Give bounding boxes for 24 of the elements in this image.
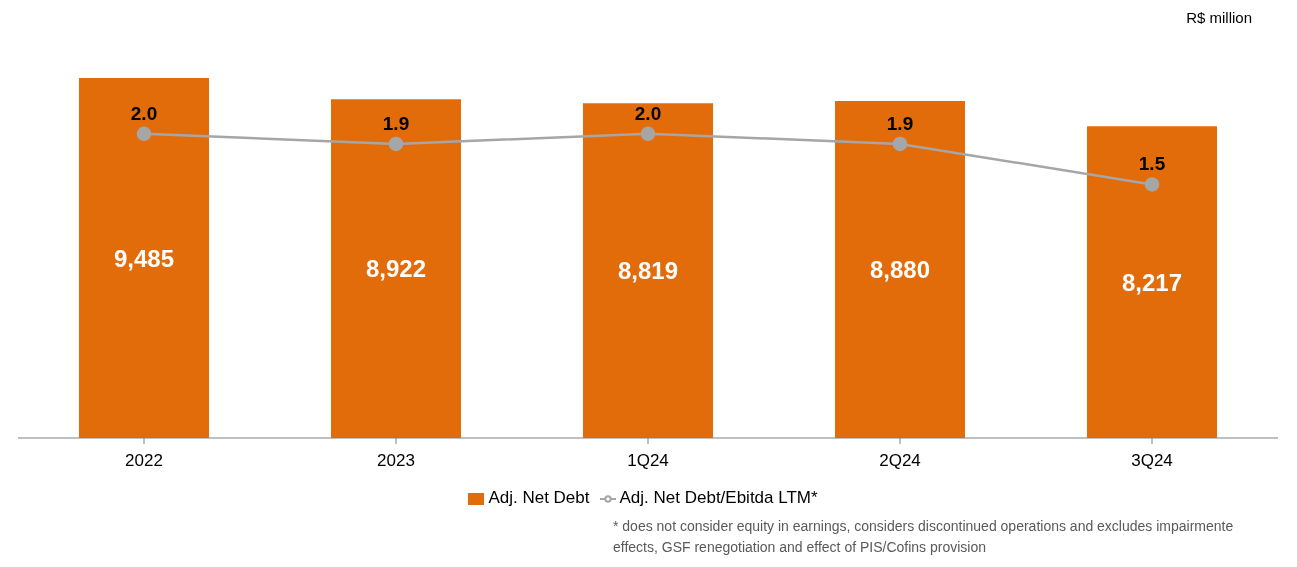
data-label: 8,880 [869,256,931,283]
data-label: 9,485 [113,244,175,272]
data-label: 8,922 [365,255,427,283]
legend-label: Adj. Net Debt [488,488,590,507]
legend-label: Adj. Net Debt/Ebitda LTM* [619,488,818,507]
bar [331,99,461,438]
bar [79,78,209,438]
text: R$ million [1185,8,1253,28]
text: * does not consider equity in earnings, considers discontinued operations and excludes impairmente effects, GSF renegotiation and effect of PIS/Cofins provision [613,517,1235,557]
x-tick-label: 2022 [125,451,163,471]
data-label: 8,217 [1121,268,1183,296]
x-tick-label: 2Q24 [879,451,921,471]
data-label: 8,819 [617,257,679,285]
data-label: 1.9 [382,112,410,134]
bar [1087,126,1217,438]
x-tick-label: 2023 [377,451,415,471]
x-tick-label: 1Q24 [627,451,669,471]
data-label: 2.0 [634,102,662,124]
bar [583,103,713,438]
data-label: 2.0 [130,102,158,124]
x-tick-label: 3Q24 [1131,451,1173,471]
data-label: 1.9 [886,112,914,134]
bar [835,100,965,438]
data-label: 1.5 [1138,153,1166,175]
